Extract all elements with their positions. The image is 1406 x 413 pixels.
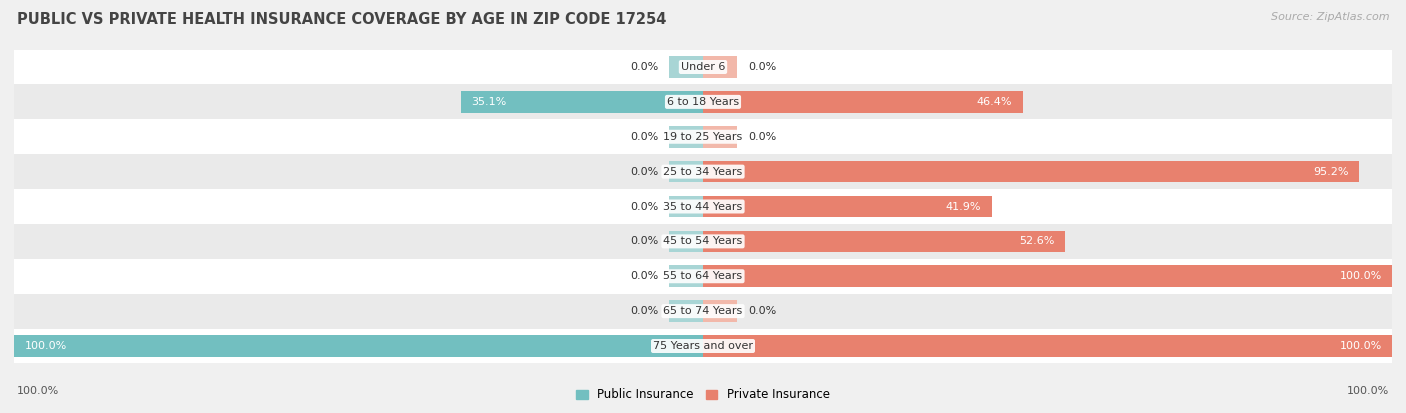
Text: 100.0%: 100.0% bbox=[24, 341, 66, 351]
Text: 0.0%: 0.0% bbox=[630, 306, 658, 316]
Text: 25 to 34 Years: 25 to 34 Years bbox=[664, 166, 742, 177]
Bar bbox=[669, 56, 703, 78]
Bar bbox=[461, 91, 703, 113]
Text: 0.0%: 0.0% bbox=[748, 132, 776, 142]
Text: 19 to 25 Years: 19 to 25 Years bbox=[664, 132, 742, 142]
FancyBboxPatch shape bbox=[14, 50, 1392, 84]
Text: Source: ZipAtlas.com: Source: ZipAtlas.com bbox=[1271, 12, 1389, 22]
Bar bbox=[669, 230, 703, 252]
FancyBboxPatch shape bbox=[14, 224, 1392, 259]
Bar bbox=[703, 300, 738, 322]
Text: 0.0%: 0.0% bbox=[630, 166, 658, 177]
Bar bbox=[669, 196, 703, 217]
Text: 100.0%: 100.0% bbox=[1340, 271, 1382, 281]
FancyBboxPatch shape bbox=[14, 84, 1392, 119]
Text: 100.0%: 100.0% bbox=[17, 387, 59, 396]
Bar bbox=[703, 335, 1392, 357]
Text: 35 to 44 Years: 35 to 44 Years bbox=[664, 202, 742, 211]
Bar bbox=[703, 91, 1022, 113]
Bar bbox=[669, 266, 703, 287]
Text: 0.0%: 0.0% bbox=[748, 306, 776, 316]
Bar bbox=[669, 126, 703, 147]
Text: 45 to 54 Years: 45 to 54 Years bbox=[664, 236, 742, 247]
Text: 100.0%: 100.0% bbox=[1347, 387, 1389, 396]
Text: 0.0%: 0.0% bbox=[630, 132, 658, 142]
Bar bbox=[703, 161, 1358, 183]
Text: 41.9%: 41.9% bbox=[946, 202, 981, 211]
Text: 0.0%: 0.0% bbox=[630, 236, 658, 247]
Text: 0.0%: 0.0% bbox=[630, 271, 658, 281]
Bar bbox=[703, 266, 1392, 287]
FancyBboxPatch shape bbox=[14, 329, 1392, 363]
Text: 0.0%: 0.0% bbox=[630, 202, 658, 211]
FancyBboxPatch shape bbox=[14, 259, 1392, 294]
Text: 75 Years and over: 75 Years and over bbox=[652, 341, 754, 351]
Bar bbox=[669, 161, 703, 183]
Text: 46.4%: 46.4% bbox=[977, 97, 1012, 107]
Text: 55 to 64 Years: 55 to 64 Years bbox=[664, 271, 742, 281]
Text: 6 to 18 Years: 6 to 18 Years bbox=[666, 97, 740, 107]
Bar bbox=[703, 230, 1066, 252]
Legend: Public Insurance, Private Insurance: Public Insurance, Private Insurance bbox=[576, 389, 830, 401]
Text: 0.0%: 0.0% bbox=[630, 62, 658, 72]
Bar bbox=[669, 300, 703, 322]
Text: 100.0%: 100.0% bbox=[1340, 341, 1382, 351]
Text: 95.2%: 95.2% bbox=[1313, 166, 1348, 177]
Text: PUBLIC VS PRIVATE HEALTH INSURANCE COVERAGE BY AGE IN ZIP CODE 17254: PUBLIC VS PRIVATE HEALTH INSURANCE COVER… bbox=[17, 12, 666, 27]
Bar bbox=[703, 56, 738, 78]
Bar bbox=[703, 126, 738, 147]
FancyBboxPatch shape bbox=[14, 154, 1392, 189]
FancyBboxPatch shape bbox=[14, 189, 1392, 224]
Text: 65 to 74 Years: 65 to 74 Years bbox=[664, 306, 742, 316]
FancyBboxPatch shape bbox=[14, 119, 1392, 154]
FancyBboxPatch shape bbox=[14, 294, 1392, 329]
Text: Under 6: Under 6 bbox=[681, 62, 725, 72]
Text: 0.0%: 0.0% bbox=[748, 62, 776, 72]
Text: 52.6%: 52.6% bbox=[1019, 236, 1054, 247]
Bar bbox=[703, 196, 991, 217]
Bar bbox=[14, 335, 703, 357]
Text: 35.1%: 35.1% bbox=[471, 97, 506, 107]
